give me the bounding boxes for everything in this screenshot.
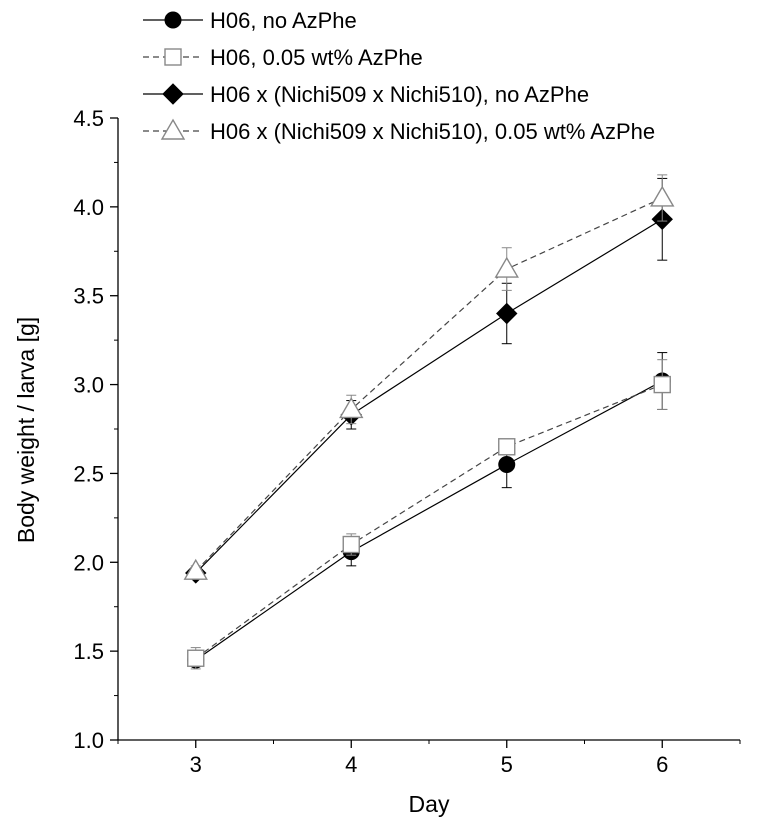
legend-entry-3: H06 x (Nichi509 x Nichi510), no AzPhe: [143, 82, 589, 107]
legend-label: H06 x (Nichi509 x Nichi510), no AzPhe: [210, 82, 589, 107]
y-tick-label: 3.0: [73, 373, 104, 398]
series-line: [195, 384, 663, 659]
data-point: [650, 185, 675, 207]
data-point: [498, 438, 516, 456]
legend-label: H06, no AzPhe: [210, 8, 357, 33]
y-tick-label: 1.0: [73, 728, 104, 753]
data-point: [494, 256, 519, 278]
axes: 1.0 1.5 2.0 2.5 3.0 3.5 4.0 4.5 3 4 5 6: [73, 106, 741, 777]
data-point: [653, 375, 671, 394]
series-line: [195, 197, 663, 572]
legend-entry-1: H06, no AzPhe: [143, 8, 357, 33]
data-point: [183, 558, 208, 580]
legend: H06, no AzPhe H06, 0.05 wt% AzPhe H06 x (N…: [143, 8, 655, 144]
x-tick-label: 6: [656, 752, 668, 777]
legend-marker: [162, 83, 184, 105]
legend-label: H06, 0.05 wt% AzPhe: [210, 45, 423, 70]
legend-entry-2: H06, 0.05 wt% AzPhe: [143, 45, 423, 70]
legend-entry-4: H06 x (Nichi509 x Nichi510), 0.05 wt% Az…: [143, 118, 655, 144]
x-tick-label: 3: [190, 752, 202, 777]
plot-area: [183, 174, 675, 670]
data-point: [342, 535, 360, 554]
series-line: [195, 380, 663, 661]
y-tick-label: 3.5: [73, 284, 104, 309]
data-point: [187, 649, 205, 667]
series-3: [185, 177, 673, 584]
legend-marker: [160, 118, 186, 140]
y-axis-label: Body weight / larva [g]: [13, 317, 39, 543]
series-line: [195, 218, 663, 574]
data-point: [498, 456, 516, 474]
series-2: [187, 359, 671, 670]
legend-label: H06 x (Nichi509 x Nichi510), 0.05 wt% Az…: [210, 119, 655, 144]
x-tick-label: 5: [501, 752, 513, 777]
legend-marker: [164, 48, 182, 66]
x-axis-label: Day: [409, 791, 450, 817]
data-point: [339, 397, 364, 419]
y-tick-label: 2.0: [73, 550, 104, 575]
data-point: [496, 302, 518, 325]
y-tick-label: 4.5: [73, 106, 104, 131]
series-4: [183, 174, 675, 580]
y-tick-label: 2.5: [73, 461, 104, 486]
series-1: [187, 352, 671, 669]
y-tick-label: 4.0: [73, 195, 104, 220]
x-tick-label: 4: [345, 752, 357, 777]
y-tick-label: 1.5: [73, 639, 104, 664]
legend-marker: [164, 11, 182, 29]
